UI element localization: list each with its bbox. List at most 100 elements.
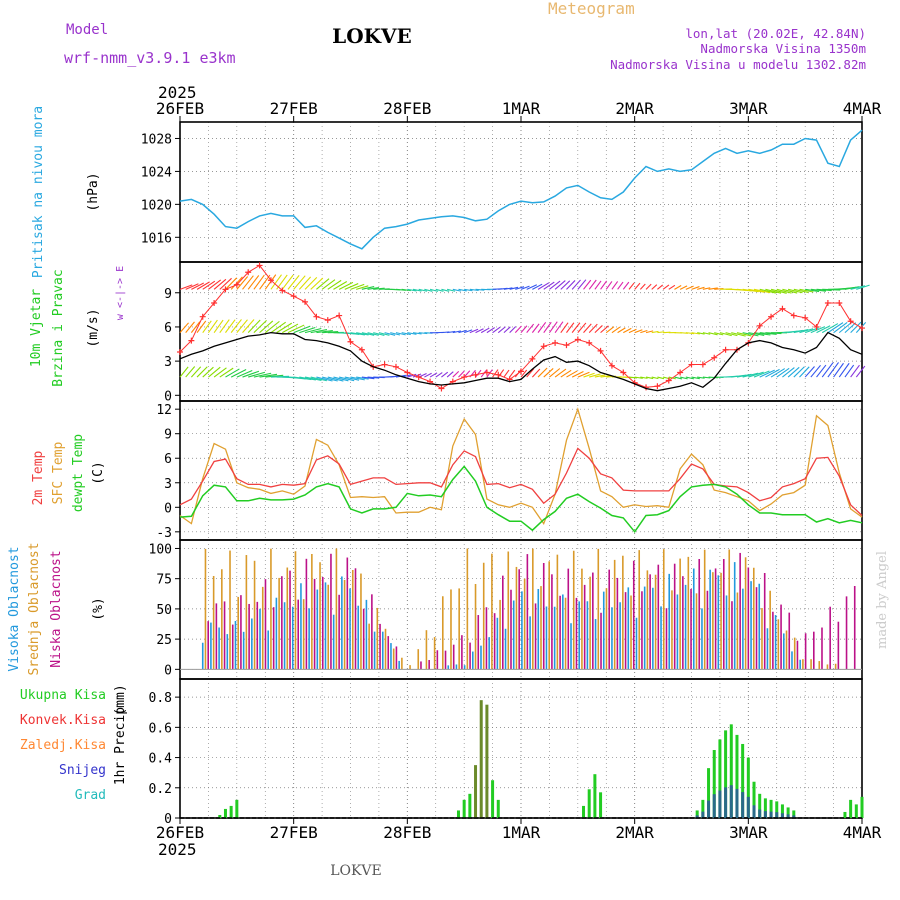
- pressure-line: [179, 129, 863, 250]
- snow-bar: [729, 785, 733, 818]
- wind-arrow: [242, 370, 260, 378]
- wind-arrow: [418, 332, 428, 335]
- wind-arrow: [793, 288, 809, 294]
- wind-arrow: [321, 279, 336, 290]
- wind-arrow: [202, 366, 214, 378]
- wind-arrow: [531, 323, 540, 333]
- precip-bar: [763, 798, 767, 818]
- y-tick-label: 0: [164, 663, 172, 678]
- wind-arrow: [685, 332, 695, 335]
- wind-arrow: [458, 329, 467, 334]
- precip-legend-total: Ukupna Kisa: [20, 688, 106, 703]
- wind-arrow: [247, 319, 261, 334]
- wind-arrow: [207, 319, 218, 333]
- wind-arrow: [605, 281, 613, 290]
- wind-arrow: [708, 287, 718, 290]
- wind-arrow: [344, 376, 360, 381]
- wind-arrow: [714, 287, 724, 290]
- x-tick-label-bottom: 28FEB: [383, 823, 431, 842]
- gust-marker: [552, 339, 559, 346]
- snow-bar: [758, 809, 762, 818]
- wind-arrow: [640, 376, 648, 379]
- wind-arrow: [588, 323, 598, 334]
- wind-arrow: [838, 362, 850, 378]
- wind-arrow: [520, 369, 528, 378]
- precip-bar: [786, 807, 790, 818]
- wind-arrow: [429, 372, 438, 378]
- wind-arrow: [855, 365, 866, 378]
- precip-bar: [758, 793, 762, 818]
- gust-marker: [518, 368, 524, 375]
- wind-compass: w <-|-> E: [115, 266, 126, 320]
- wind-arrow: [361, 376, 375, 380]
- wind-arrow: [600, 280, 608, 290]
- wind-arrow: [680, 376, 688, 380]
- gust-marker: [813, 323, 820, 330]
- snow-bar: [746, 796, 750, 818]
- precip-ylabel: 1hr Precip: [113, 707, 128, 785]
- wind-arrow: [447, 330, 456, 334]
- wind-arrow: [264, 320, 280, 334]
- wind-arrow: [844, 364, 855, 378]
- gust-marker: [597, 347, 604, 354]
- wind-arrow: [548, 321, 558, 333]
- y-tick-label: 1016: [141, 231, 172, 246]
- wind-arrow: [634, 329, 643, 334]
- wind-arrow: [497, 326, 506, 334]
- precip-bar: [223, 808, 227, 818]
- wind-arrow: [679, 285, 688, 290]
- wind-arrow: [560, 322, 569, 333]
- wind-arrow: [816, 325, 831, 334]
- gust-marker: [199, 313, 206, 320]
- wind-arrow: [827, 322, 844, 334]
- gust-marker: [711, 354, 718, 361]
- precip-bar: [474, 765, 478, 818]
- precip-bar: [491, 780, 495, 818]
- wind-arrow: [651, 284, 658, 290]
- wind-arrow: [708, 376, 718, 379]
- wind-arrow: [248, 371, 266, 378]
- wind-arrow: [316, 376, 333, 382]
- wind-arrow: [765, 288, 782, 294]
- x-tick-label-top: 4MAR: [843, 99, 882, 118]
- wind-arrow: [759, 369, 775, 378]
- wind-arrow: [628, 282, 635, 290]
- wind-arrow: [350, 376, 365, 381]
- snow-bar: [769, 811, 773, 818]
- wind-arrow: [236, 369, 253, 378]
- wind-arrow: [514, 325, 522, 334]
- gust-marker: [404, 369, 411, 376]
- precip-bar: [718, 739, 722, 818]
- wind-arrow: [458, 288, 467, 292]
- wind-arrow: [549, 280, 561, 290]
- wind-arrow: [463, 329, 473, 334]
- gust-marker: [688, 361, 695, 368]
- precip-bar: [735, 734, 739, 818]
- wind-arrow: [782, 367, 795, 378]
- wind-arrow: [799, 288, 814, 293]
- wind-arrow: [697, 332, 705, 335]
- y-tick-label: 100: [149, 542, 172, 557]
- precip-bar: [496, 799, 500, 818]
- wind-arrow: [492, 369, 499, 378]
- wind-arrow: [765, 368, 780, 378]
- gust-marker: [529, 355, 536, 362]
- wind-arrow: [253, 274, 265, 290]
- wind-arrow: [657, 284, 664, 290]
- gust-marker: [177, 349, 183, 356]
- gust-marker: [665, 377, 672, 384]
- precip-bar: [854, 804, 858, 818]
- wind-arrow: [787, 288, 803, 294]
- wind-speed-line: [179, 331, 863, 392]
- wind-arrow: [407, 332, 417, 335]
- wind-arrow: [537, 322, 547, 333]
- y-tick-label: 9: [164, 287, 172, 302]
- wind-arrow: [185, 283, 199, 290]
- wind-arrow: [356, 332, 369, 336]
- x-tick-label-bottom: 2MAR: [615, 823, 654, 842]
- wind-arrow: [577, 371, 590, 378]
- wind-arrow: [202, 280, 216, 290]
- wind-arrow: [594, 374, 606, 378]
- wind-arrow: [583, 279, 592, 290]
